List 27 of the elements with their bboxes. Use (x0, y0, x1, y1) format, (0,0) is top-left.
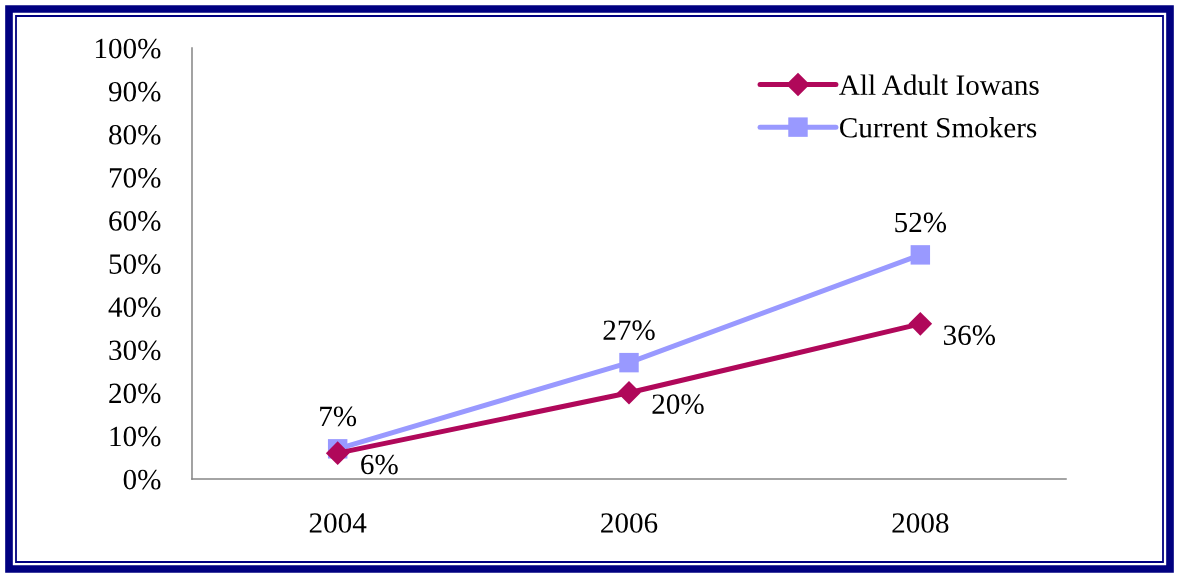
legend-label: All Adult Iowans (839, 74, 1039, 95)
data-label: 27% (603, 320, 655, 341)
point (617, 381, 641, 405)
y-tick-label: 60% (109, 211, 161, 231)
y-tick-label: 100% (95, 38, 161, 59)
point (619, 352, 639, 373)
data-label: 36% (943, 325, 996, 346)
data-label: 52% (895, 212, 947, 233)
data-label: 6% (361, 454, 398, 475)
y-tick-label: 50% (109, 254, 161, 274)
y-tick-label: 40% (108, 297, 161, 318)
y-tick-label: 80% (109, 124, 161, 145)
y-tick-label: 20% (109, 383, 161, 404)
y-tick-label: 90% (108, 81, 161, 102)
point (908, 312, 933, 336)
legend-label: Current Smokers (840, 117, 1037, 138)
y-tick-label: 30% (109, 340, 161, 361)
y-tick-label: 70% (109, 168, 161, 188)
x-tick-label: 2004 (309, 513, 367, 533)
y-tick-label: 0% (123, 469, 161, 490)
y-tick-label: 10% (110, 426, 161, 447)
point (910, 245, 931, 265)
data-label: 20% (652, 394, 704, 415)
point (325, 441, 350, 465)
x-tick-label: 2006 (601, 513, 658, 533)
data-label: 7% (320, 406, 357, 427)
x-tick-label: 2008 (892, 513, 949, 533)
